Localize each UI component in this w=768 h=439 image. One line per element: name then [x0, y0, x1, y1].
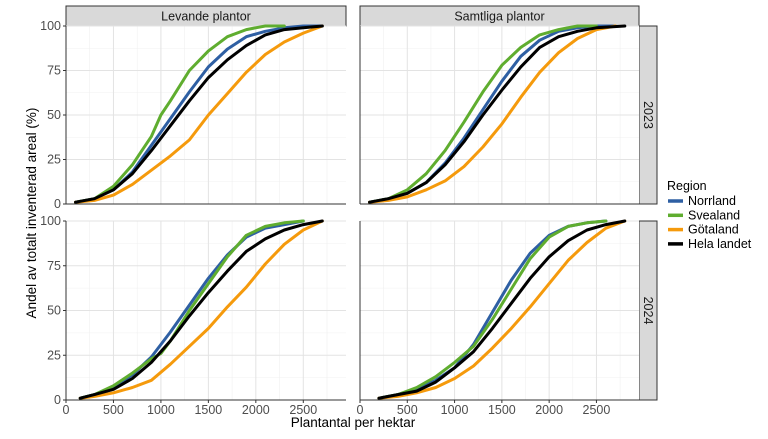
- y-tick-label: 50: [47, 304, 61, 318]
- series-line-svealand: [377, 219, 608, 400]
- x-tick-label: 1000: [147, 403, 175, 417]
- x-tick-label: 1000: [441, 403, 469, 417]
- series-line-hela-landet: [78, 219, 324, 400]
- y-tick-label: 75: [47, 64, 61, 78]
- x-tick-label: 500: [397, 403, 418, 417]
- x-tick-label: 500: [103, 403, 124, 417]
- series-line-svealand: [78, 219, 305, 400]
- y-tick-label: 100: [40, 214, 61, 228]
- series-line-hela-landet: [74, 24, 324, 204]
- y-tick-label: 50: [47, 108, 61, 122]
- panel: 0 500 1000 1500 2000 2500: [357, 219, 639, 417]
- x-tick-label: 1500: [488, 403, 516, 417]
- y-tick-label: 0: [54, 197, 61, 211]
- series-line-götaland: [377, 219, 627, 400]
- legend-label: Svealand: [688, 208, 740, 222]
- y-tick-label: 25: [47, 153, 61, 167]
- series-line-götaland: [368, 24, 617, 204]
- column-strip-label: Samtliga plantor: [454, 10, 544, 24]
- series-line-götaland: [78, 219, 324, 400]
- series-line-götaland: [74, 24, 324, 204]
- panels-layer: Levande plantor Samtliga plantor202320240…: [40, 5, 658, 417]
- y-tick-label: 100: [40, 19, 61, 33]
- series-line-hela-landet: [368, 24, 627, 204]
- column-strip-label: Levande plantor: [161, 10, 251, 24]
- panel: [359, 24, 639, 205]
- x-tick-label: 2000: [535, 403, 563, 417]
- legend-label: Hela landet: [688, 237, 752, 251]
- series-line-hela-landet: [377, 219, 627, 400]
- x-tick-label: 0: [63, 403, 70, 417]
- panel: 0 25 50 75 100: [40, 19, 346, 211]
- y-tick-label: 0: [54, 393, 61, 407]
- x-tick-label: 0: [357, 403, 364, 417]
- row-strip-label: 2023: [641, 101, 655, 129]
- row-strip-label: 2024: [641, 297, 655, 325]
- x-tick-label: 2500: [583, 403, 611, 417]
- x-tick-label: 2000: [242, 403, 270, 417]
- y-tick-label: 25: [47, 348, 61, 362]
- series-line-svealand: [74, 24, 286, 204]
- legend-label: Norrland: [688, 194, 736, 208]
- y-tick-label: 75: [47, 259, 61, 273]
- x-tick-label: 2500: [289, 403, 317, 417]
- series-line-norrland: [78, 219, 305, 400]
- series-line-svealand: [368, 24, 598, 204]
- x-axis-title: Plantantal per hektar: [291, 415, 416, 430]
- x-tick-label: 1500: [194, 403, 222, 417]
- legend-title: Region: [667, 179, 707, 193]
- y-axis-title: Andel av totalt inventerad areal (%): [24, 108, 39, 319]
- legend-label: Götaland: [688, 223, 739, 237]
